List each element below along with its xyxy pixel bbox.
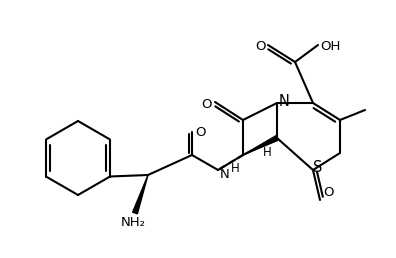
Text: O: O (323, 186, 333, 198)
Text: N: N (278, 93, 289, 109)
Text: S: S (313, 160, 323, 175)
Text: O: O (202, 98, 212, 110)
Text: O: O (196, 125, 206, 139)
Text: N: N (220, 168, 230, 181)
Text: NH₂: NH₂ (120, 216, 145, 230)
Polygon shape (133, 175, 148, 214)
Text: OH: OH (320, 41, 340, 53)
Polygon shape (243, 136, 278, 155)
Text: O: O (255, 41, 265, 53)
Text: H: H (263, 146, 271, 158)
Text: H: H (230, 162, 239, 174)
